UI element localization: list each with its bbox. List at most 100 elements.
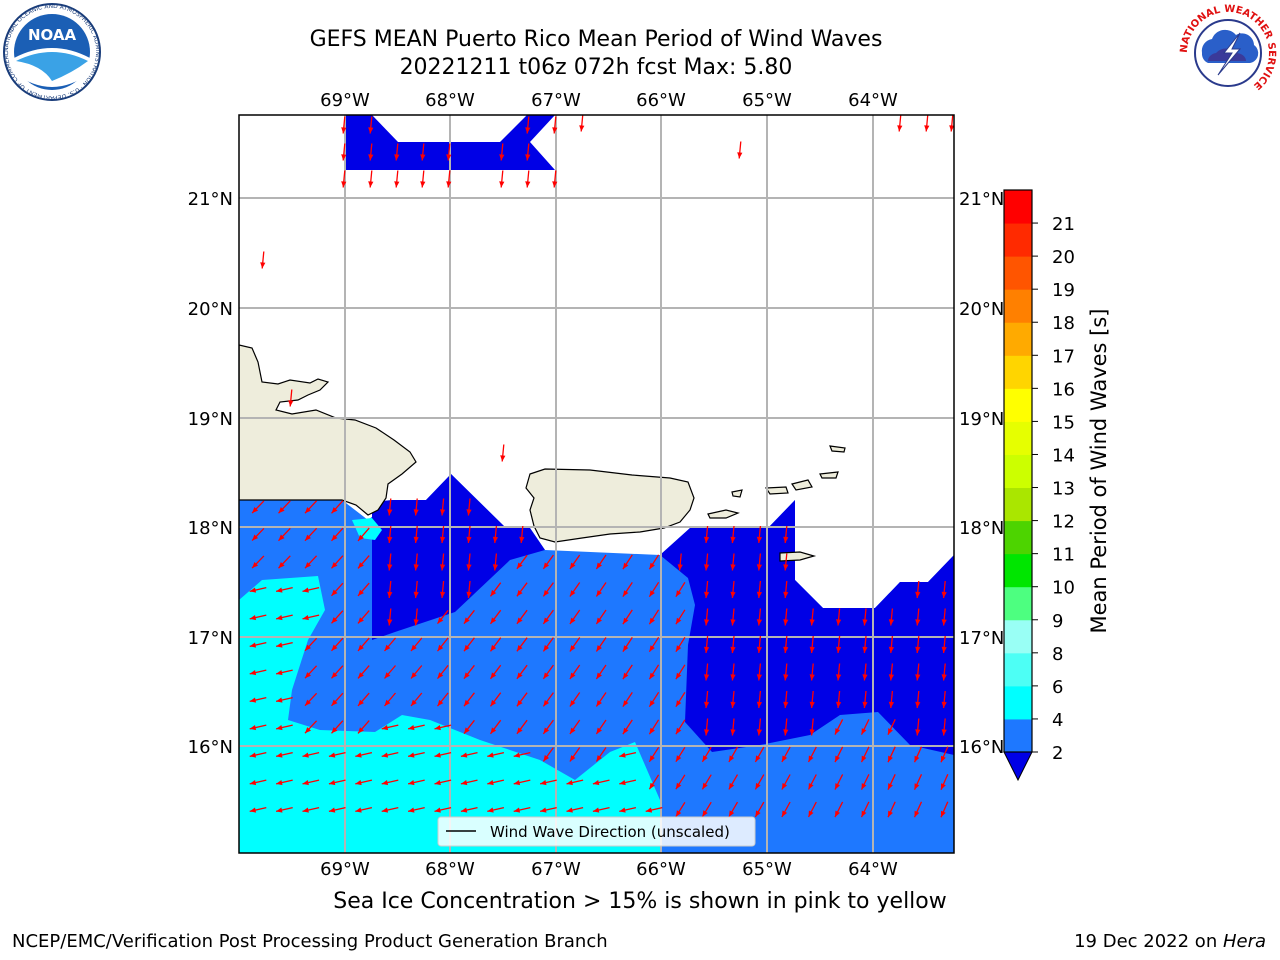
- colorbar-segment: [1004, 487, 1032, 522]
- wind-wave-arrowhead: [302, 615, 309, 621]
- colorbar-tick-label: 10: [1052, 578, 1075, 599]
- wind-wave-arrowhead: [888, 701, 894, 708]
- wind-wave-arrowhead: [569, 617, 576, 624]
- colorbar-segment: [1004, 454, 1032, 489]
- map-legend: Wind Wave Direction (unscaled): [437, 816, 756, 847]
- wind-wave-arrowhead: [466, 564, 472, 571]
- lon-label-bottom: 69°W: [320, 859, 370, 880]
- wind-wave-arrowhead: [836, 619, 842, 626]
- lat-label-left: 16°N: [188, 737, 233, 758]
- wind-wave-arrowhead: [358, 617, 364, 624]
- wind-wave-arrowhead: [543, 700, 550, 707]
- wind-wave-arrowhead: [394, 181, 400, 188]
- wind-wave-arrowhead: [755, 782, 761, 790]
- wind-wave-arrowhead: [756, 591, 762, 598]
- wind-wave-arrowhead: [835, 728, 840, 735]
- wind-wave-arrowhead: [914, 783, 920, 790]
- wind-wave-arrowhead: [808, 755, 814, 762]
- wind-wave-arrows: [249, 115, 954, 818]
- wind-wave-arrowhead: [622, 562, 629, 570]
- wind-wave-arrowhead: [941, 619, 947, 626]
- wind-wave-arrowhead: [728, 810, 735, 817]
- wind-wave-arrowhead: [305, 507, 311, 514]
- wind-wave-arrowhead: [809, 619, 815, 626]
- wind-wave-arrowhead: [341, 154, 347, 161]
- wind-wave-arrowhead: [543, 562, 550, 569]
- wind-wave-arrowhead: [460, 807, 468, 813]
- land-hispaniola: [239, 344, 417, 516]
- colorbar-tick-label: 8: [1052, 644, 1063, 665]
- wind-wave-arrowhead: [730, 729, 736, 736]
- wind-wave-arrowhead: [730, 536, 736, 543]
- wind-wave-arrowhead: [413, 536, 419, 543]
- wind-wave-arrowhead: [490, 727, 497, 734]
- wind-wave-arrowhead: [835, 755, 840, 763]
- wind-wave-arrowhead: [737, 152, 743, 159]
- wind-wave-arrowhead: [756, 674, 762, 681]
- lon-label-top: 67°W: [531, 90, 581, 111]
- footer-date-text: 19 Dec 2022 on: [1074, 931, 1223, 952]
- wind-wave-arrowhead: [704, 564, 710, 571]
- wind-wave-arrowhead: [490, 699, 497, 707]
- wind-wave-arrowhead: [888, 810, 893, 818]
- wind-wave-arrowhead: [915, 674, 921, 681]
- colorbar-tick-label: 11: [1052, 545, 1075, 566]
- wind-wave-arrowhead: [783, 564, 789, 571]
- wind-wave-arrowhead: [781, 755, 788, 762]
- wind-wave-arrowhead: [730, 646, 736, 653]
- lon-label-top: 68°W: [425, 90, 475, 111]
- lat-label-right: 17°N: [959, 628, 1004, 649]
- wind-wave-arrowhead: [836, 674, 842, 681]
- wind-wave-arrowhead: [513, 780, 521, 786]
- wind-wave-arrowhead: [381, 725, 389, 731]
- wind-wave-arrowhead: [276, 670, 283, 676]
- lat-label-right: 20°N: [959, 299, 1004, 320]
- wind-wave-arrowhead: [756, 564, 762, 571]
- wind-wave-arrowhead: [384, 699, 391, 706]
- wind-wave-arrowhead: [413, 509, 419, 516]
- wind-wave-arrowhead: [622, 727, 629, 735]
- wind-wave-arrowhead: [756, 646, 762, 653]
- wind-wave-arrowhead: [704, 701, 710, 708]
- wind-wave-arrowhead: [252, 507, 259, 514]
- wind-wave-arrowhead: [675, 617, 682, 625]
- noaa-logo-icon: NOAA NATIONAL OCEANIC AND ATMOSPHERIC AD…: [2, 3, 101, 101]
- wind-wave-arrowhead: [249, 587, 257, 593]
- wind-wave-arrowhead: [276, 697, 283, 703]
- wind-wave-arrowhead: [543, 755, 550, 762]
- wind-wave-arrowhead: [862, 701, 868, 708]
- colorbar-segment: [1004, 619, 1032, 654]
- wind-wave-arrowhead: [276, 587, 283, 593]
- wind-wave-arrowhead: [540, 807, 547, 813]
- lat-label-left: 21°N: [188, 189, 233, 210]
- wind-wave-arrowhead: [384, 672, 391, 679]
- wind-wave-arrowhead: [645, 807, 653, 813]
- wind-wave-arrowhead: [331, 672, 338, 679]
- wind-wave-arrowhead: [596, 700, 602, 707]
- wind-wave-arrowhead: [446, 154, 452, 161]
- colorbar-segment: [1004, 256, 1032, 290]
- wind-wave-arrowhead: [394, 154, 400, 161]
- wind-wave-arrowhead: [516, 645, 523, 652]
- wind-wave-arrowhead: [487, 807, 494, 813]
- wind-wave-arrowhead: [499, 181, 505, 188]
- colorbar-segment: [1004, 586, 1032, 621]
- wind-wave-arrowhead: [516, 617, 523, 624]
- footer-date: 19 Dec 2022 on Hera: [1074, 931, 1266, 952]
- map-frame: [238, 114, 955, 854]
- colorbar-segment: [1004, 718, 1032, 753]
- wind-wave-arrowhead: [543, 645, 550, 652]
- wind-wave-arrowhead: [302, 752, 309, 758]
- wind-wave-arrowhead: [434, 807, 441, 813]
- wind-wave-arrowhead: [781, 783, 788, 790]
- lon-label-top: 66°W: [636, 90, 686, 111]
- wind-wave-arrowhead: [596, 727, 602, 734]
- wind-wave-arrowhead: [288, 400, 294, 407]
- wind-wave-arrowhead: [358, 672, 364, 679]
- wind-wave-arrowhead: [861, 810, 867, 818]
- wind-wave-arrowhead: [341, 181, 347, 188]
- wind-wave-arrowhead: [466, 591, 472, 598]
- wind-wave-arrowhead: [888, 646, 894, 653]
- wind-wave-arrowhead: [341, 127, 347, 134]
- wind-wave-arrowhead: [704, 619, 710, 626]
